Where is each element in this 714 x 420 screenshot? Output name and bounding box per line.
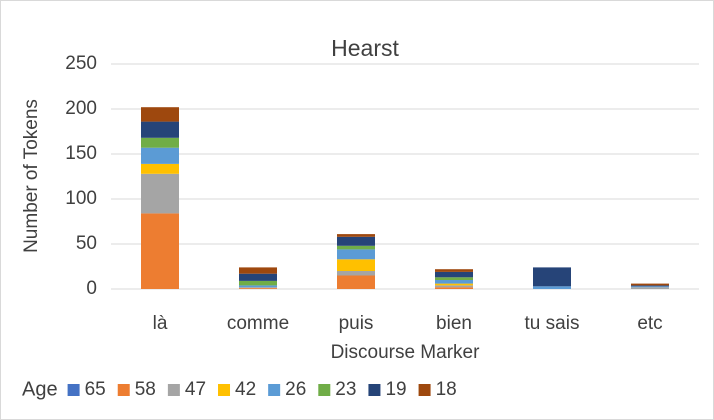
bar-segment [141, 121, 179, 138]
y-tick-label: 250 [65, 53, 97, 74]
x-tick-label: là [153, 313, 168, 334]
bar-segment [533, 286, 571, 289]
bar-segment [337, 236, 375, 246]
bar-segment [337, 234, 375, 237]
x-tick-label: comme [227, 313, 289, 334]
bar-segment [533, 267, 571, 287]
legend-swatch [268, 384, 281, 396]
legend-swatch [218, 384, 231, 396]
bar-segment [239, 288, 277, 289]
bar-segment [141, 147, 179, 164]
bar-segment [631, 285, 669, 287]
y-tick-label: 150 [65, 143, 97, 164]
bar-segment [631, 283, 669, 286]
bar-segment [435, 277, 473, 280]
legend-title: Age [22, 378, 58, 400]
legend-swatch [318, 384, 331, 396]
legend-swatch [418, 384, 431, 396]
legend-label: 26 [285, 379, 306, 400]
legend-swatch [167, 384, 180, 396]
bar-segment [337, 275, 375, 289]
bar-segment [141, 163, 179, 174]
bar-segment [337, 259, 375, 271]
y-tick-label: 0 [86, 278, 97, 299]
bar-segment [631, 286, 669, 288]
legend-label: 23 [335, 379, 356, 400]
y-tick-label: 100 [65, 188, 97, 209]
legend-label: 19 [385, 379, 406, 400]
bar-segment [337, 249, 375, 260]
legend-label: 42 [235, 379, 256, 400]
bar-segment [435, 285, 473, 288]
bar-segment [435, 269, 473, 272]
bar-segment [141, 173, 179, 214]
bar-segment [141, 107, 179, 122]
legend-label: 18 [436, 379, 457, 400]
legend-label: 47 [185, 379, 206, 400]
x-tick-label: bien [436, 313, 472, 334]
bar-segment [239, 273, 277, 281]
x-tick-label: tu sais [525, 313, 580, 334]
legend-swatch [117, 384, 130, 396]
y-tick-label: 200 [65, 98, 97, 119]
bar-segment [337, 245, 375, 250]
x-axis-label: Discourse Marker [331, 342, 481, 363]
bar-segment [141, 213, 179, 289]
bar-segment [141, 137, 179, 148]
bar-segment [631, 287, 669, 289]
bar-segment [239, 280, 277, 286]
legend-label: 65 [85, 379, 106, 400]
bar-segment [435, 271, 473, 278]
bar-segment [435, 280, 473, 284]
bar-segment [435, 287, 473, 289]
x-tick-label: puis [339, 313, 374, 334]
y-axis-label: Number of Tokens [21, 99, 42, 253]
legend-swatch [368, 384, 381, 396]
bar-segment [337, 271, 375, 276]
bar-segment [435, 283, 473, 286]
legend-swatch [67, 384, 80, 396]
bar-segment [239, 287, 277, 289]
y-tick-label: 50 [76, 233, 97, 254]
bar-segment [239, 267, 277, 274]
chart-title: Hearst [331, 35, 399, 61]
legend-label: 58 [135, 379, 156, 400]
x-tick-label: etc [637, 313, 662, 334]
bar-segment [239, 285, 277, 288]
